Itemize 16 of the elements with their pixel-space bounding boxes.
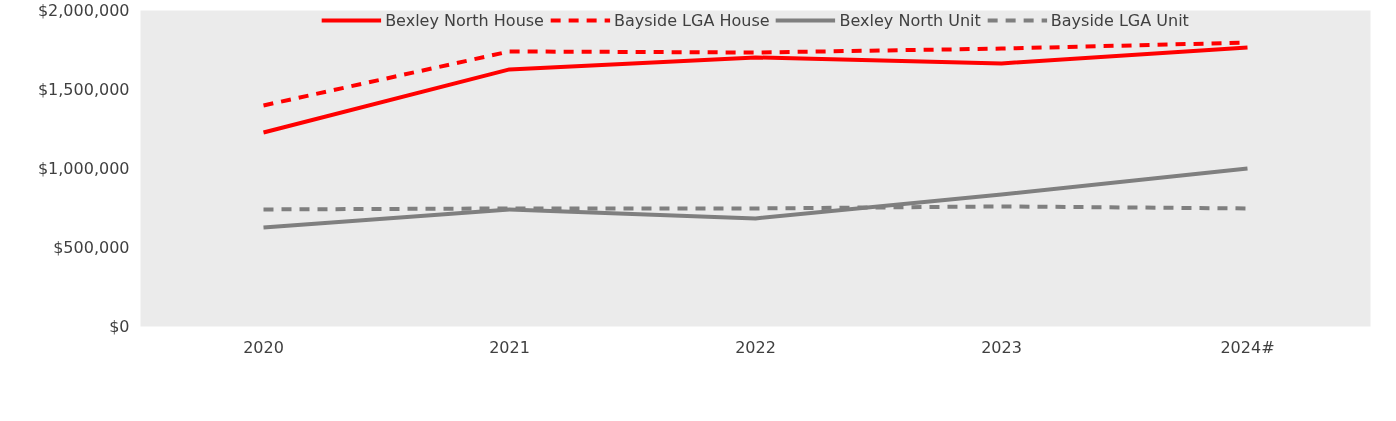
legend-label: Bexley North House xyxy=(385,10,544,30)
y-tick-label: $2,000,000 xyxy=(37,1,130,20)
x-tick-label: 2023 xyxy=(981,337,1022,357)
y-tick-label: $500,000 xyxy=(53,238,130,257)
line-series xyxy=(261,45,1250,135)
x-tick-label: 2020 xyxy=(243,337,284,357)
legend-label: Bayside LGA House xyxy=(613,10,770,30)
x-tick-label: 2024# xyxy=(1220,337,1275,357)
legend-label: Bayside LGA Unit xyxy=(1050,10,1189,30)
x-tick-label: 2021 xyxy=(489,337,530,357)
y-tick-label: $1,500,000 xyxy=(37,80,130,99)
x-tick-label: 2022 xyxy=(735,337,776,357)
legend-label: Bexley North Unit xyxy=(839,10,981,30)
y-tick-label: $1,000,000 xyxy=(37,159,130,178)
line-series xyxy=(261,166,1250,230)
y-tick-label: $0 xyxy=(109,317,130,336)
